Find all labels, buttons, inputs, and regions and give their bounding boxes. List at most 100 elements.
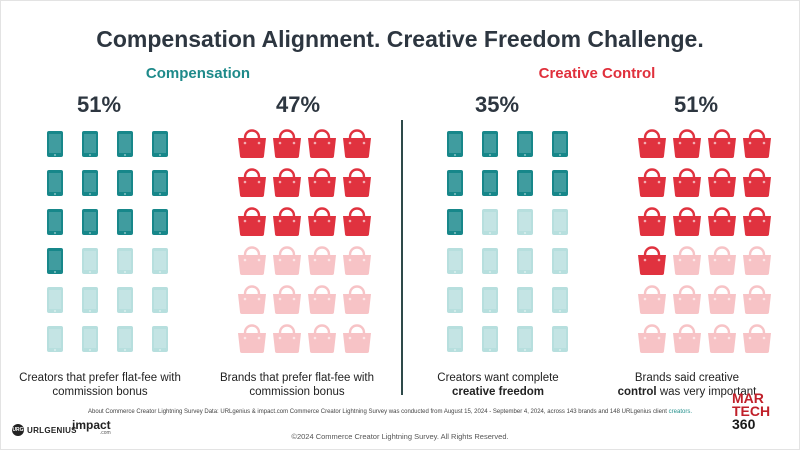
phone-icon-faded [82,248,98,274]
phone-icon-faded [152,326,168,352]
phone-icon-filled [82,131,98,157]
shopping-bag-icon-faded [708,285,736,314]
shopping-bag-icon-filled [673,129,701,158]
shopping-bag-icon-faded [743,324,771,353]
phone-icon-filled [447,170,463,196]
phone-icon-faded [447,326,463,352]
shopping-bag-icon-faded [638,324,666,353]
impact-wordmark: impact [72,418,111,432]
section-title-creative-control: Creative Control [538,65,656,82]
shopping-bag-icon-faded [708,246,736,275]
urlgenius-badge-icon: URG [12,424,24,436]
shopping-bag-icon-filled [238,168,266,197]
section-divider [401,120,403,395]
caption-brands-control: Brands said creative control was very im… [612,371,762,399]
shopping-bag-icon-filled [343,207,371,236]
pictogram-brands-compensation [238,129,371,353]
shopping-bag-icon-faded [343,246,371,275]
shopping-bag-icon-faded [308,324,336,353]
shopping-bag-icon-faded [343,285,371,314]
phone-icon-faded [152,287,168,313]
shopping-bag-icon-filled [638,207,666,236]
shopping-bag-icon-filled [638,129,666,158]
phone-icon-filled [152,209,168,235]
phone-icon-filled [482,131,498,157]
shopping-bag-icon-filled [743,207,771,236]
shopping-bag-icon-faded [308,246,336,275]
phone-icon-faded [552,287,568,313]
shopping-bag-icon-filled [638,168,666,197]
percent-label: 51% [673,92,719,117]
copyright: ©2024 Commerce Creator Lightning Survey.… [291,432,509,441]
shopping-bag-icon-filled [708,168,736,197]
shopping-bag-icon-faded [238,324,266,353]
shopping-bag-icon-faded [743,246,771,275]
phone-icon-filled [82,170,98,196]
slide-title: Compensation Alignment. Creative Freedom… [96,26,704,52]
shopping-bag-icon-faded [673,246,701,275]
shopping-bag-icon-filled [708,207,736,236]
phone-icon-faded [117,248,133,274]
martech-line-3: 360 [732,416,756,432]
martech-line-2: TECH [732,403,771,419]
impact-suffix: .com [99,430,111,436]
percent-label: 35% [474,92,520,117]
martech-line-1: MAR [732,390,764,406]
pictogram-brands-control [638,129,771,353]
shopping-bag-icon-filled [273,168,301,197]
phone-icon-faded [152,248,168,274]
martech360-logo: MAR TECH 360 [732,390,792,432]
phone-icon-filled [152,131,168,157]
caption-text: Brands said creative [634,372,740,384]
phone-icon-filled [47,209,63,235]
shopping-bag-icon-faded [273,246,301,275]
caption-creators-compensation: Creators that prefer flat-fee with commi… [19,372,181,398]
caption-brands-compensation: Brands that prefer flat-fee with commiss… [219,372,375,398]
phone-icon-filled [447,209,463,235]
phone-icon-faded [552,326,568,352]
shopping-bag-icon-filled [343,129,371,158]
phone-icon-filled [47,170,63,196]
shopping-bag-icon-filled [238,207,266,236]
shopping-bag-icon-filled [673,207,701,236]
urlgenius-logo: URG URLGENIUS [12,424,77,436]
phone-icon-faded [447,287,463,313]
shopping-bag-icon-faded [308,285,336,314]
phone-icon-faded [117,287,133,313]
shopping-bag-icon-faded [638,285,666,314]
shopping-bag-icon-faded [673,285,701,314]
phone-icon-faded [482,326,498,352]
caption-emphasis: creative freedom [451,386,545,398]
shopping-bag-icon-filled [743,168,771,197]
shopping-bag-icon-faded [238,285,266,314]
phone-icon-faded [552,248,568,274]
impact-logo: impact .com [72,419,111,436]
phone-icon-filled [117,209,133,235]
phone-icon-filled [117,131,133,157]
phone-icon-faded [447,248,463,274]
pictogram-creators-freedom [447,131,568,352]
survey-footnote: About Commerce Creator Lightning Survey … [88,409,692,415]
shopping-bag-icon-faded [273,324,301,353]
footnote-text: About Commerce Creator Lightning Survey … [88,409,667,415]
phone-icon-filled [152,170,168,196]
pictogram-creators-compensation [47,131,168,352]
phone-icon-faded [517,248,533,274]
phone-icon-filled [482,170,498,196]
shopping-bag-icon-filled [308,168,336,197]
percent-label: 51% [76,92,122,117]
urlgenius-wordmark: URLGENIUS [27,425,77,435]
phone-icon-faded [47,287,63,313]
shopping-bag-icon-faded [743,285,771,314]
shopping-bag-icon-faded [238,246,266,275]
phone-icon-filled [552,170,568,196]
shopping-bag-icon-filled [638,246,666,275]
shopping-bag-icon-filled [273,129,301,158]
phone-icon-faded [552,209,568,235]
shopping-bag-icon-filled [308,207,336,236]
percent-label: 47% [275,92,321,117]
phone-icon-faded [482,248,498,274]
shopping-bag-icon-filled [273,207,301,236]
phone-icon-faded [47,326,63,352]
phone-icon-filled [552,131,568,157]
